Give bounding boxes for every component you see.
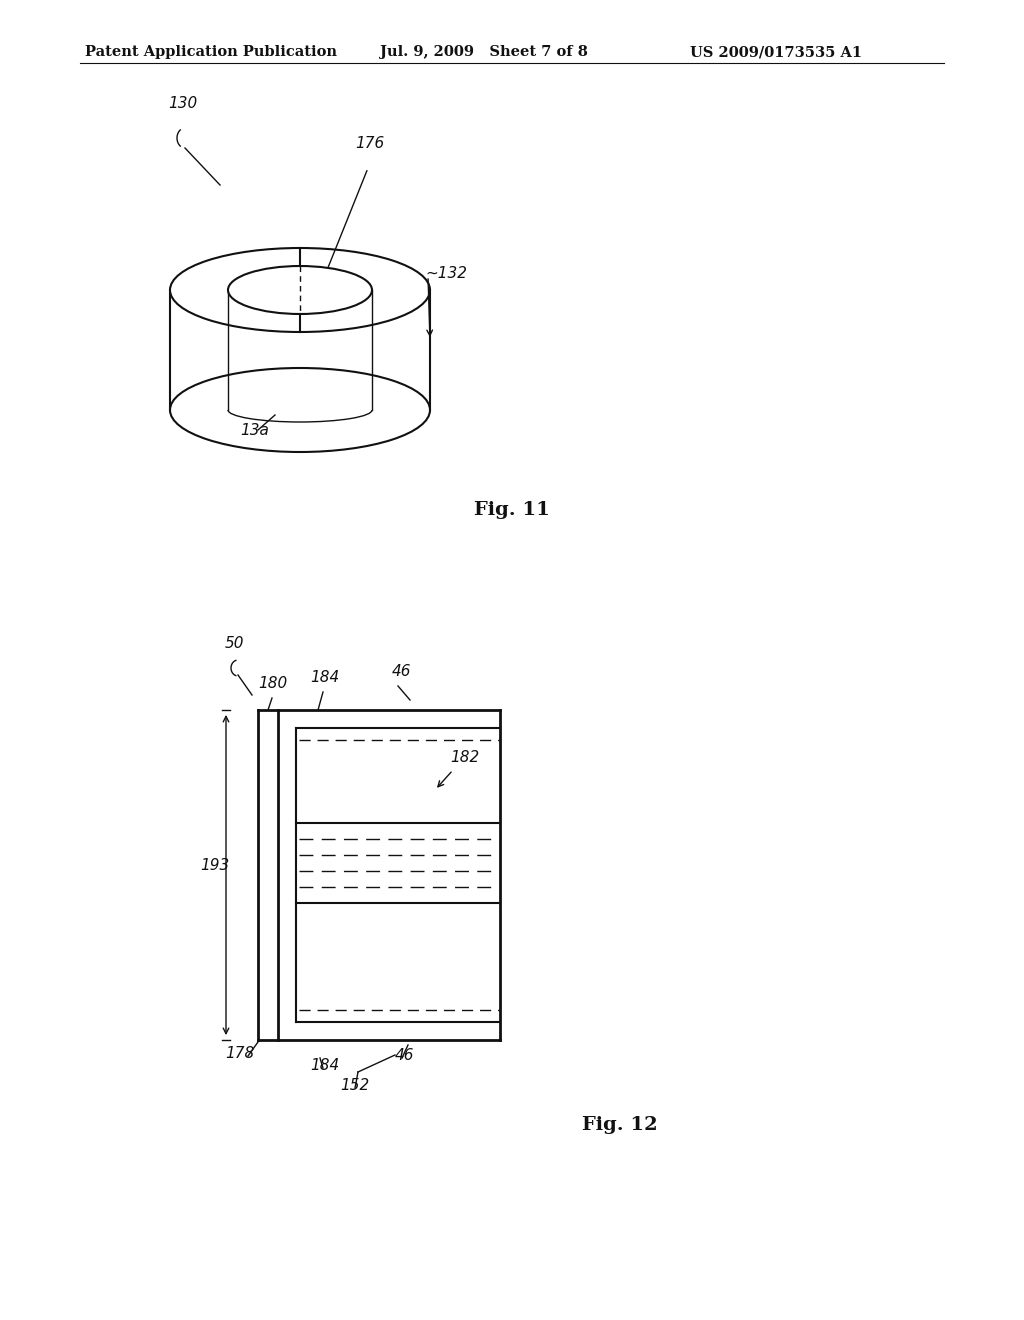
Ellipse shape (170, 248, 430, 333)
Text: 176: 176 (355, 136, 384, 150)
Text: 46: 46 (392, 664, 412, 678)
Text: 130: 130 (168, 96, 198, 111)
Text: 184: 184 (310, 1059, 339, 1073)
Text: 152: 152 (340, 1078, 370, 1093)
Text: 184: 184 (310, 671, 339, 685)
Text: 182: 182 (450, 750, 479, 766)
Ellipse shape (228, 267, 372, 314)
Text: Patent Application Publication: Patent Application Publication (85, 45, 337, 59)
Text: 180: 180 (258, 676, 288, 690)
Text: ~132: ~132 (425, 267, 467, 281)
Text: Fig. 12: Fig. 12 (583, 1115, 657, 1134)
Text: 178: 178 (225, 1045, 254, 1061)
Text: 13a: 13a (240, 422, 269, 438)
Text: US 2009/0173535 A1: US 2009/0173535 A1 (690, 45, 862, 59)
Text: 193: 193 (200, 858, 229, 873)
Text: Jul. 9, 2009   Sheet 7 of 8: Jul. 9, 2009 Sheet 7 of 8 (380, 45, 588, 59)
Text: 46: 46 (395, 1048, 415, 1063)
Ellipse shape (170, 368, 430, 451)
Text: Fig. 11: Fig. 11 (474, 502, 550, 519)
Text: 50: 50 (225, 636, 245, 651)
